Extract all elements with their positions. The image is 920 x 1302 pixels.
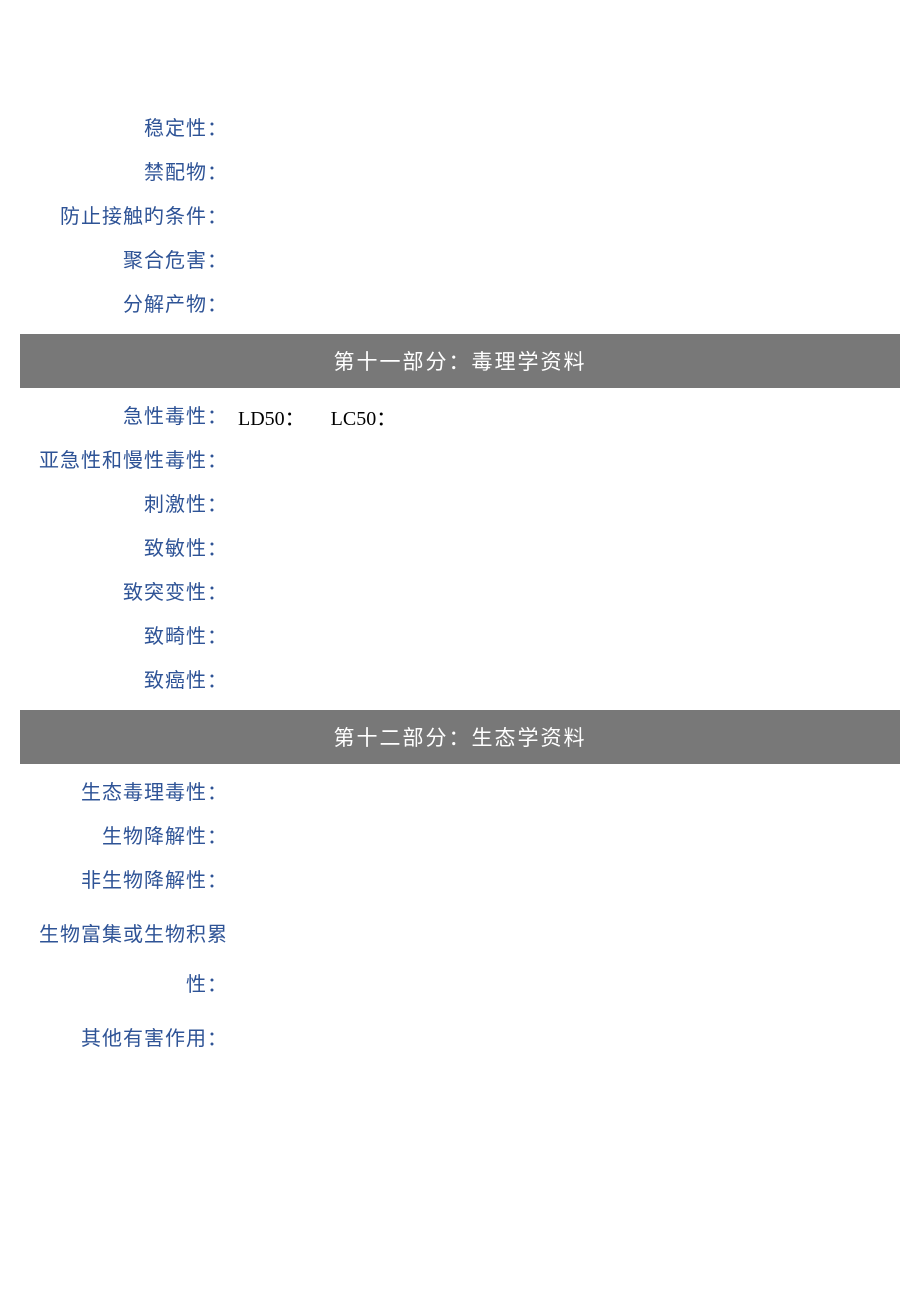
label-cell: 生物富集或生物积累性： <box>0 910 230 1010</box>
label-cell: 致敏性： <box>0 534 230 564</box>
field-label: 防止接触旳条件： <box>60 206 228 228</box>
section-11-header: 第十一部分：毒理学资料 <box>20 334 900 388</box>
label-cell: 其他有害作用： <box>0 1024 230 1054</box>
label-cell: 急性毒性： <box>0 402 230 432</box>
label-cell: 禁配物： <box>0 158 230 188</box>
table-row: 禁配物： <box>0 158 920 188</box>
field-label: 稳定性： <box>144 118 228 140</box>
field-label: 刺激性： <box>144 494 228 516</box>
field-label: 致畸性： <box>144 626 228 648</box>
field-label: 其他有害作用： <box>81 1028 228 1050</box>
field-label: 致突变性： <box>123 582 228 604</box>
label-cell: 生态毒理毒性： <box>0 778 230 808</box>
label-cell: 刺激性： <box>0 490 230 520</box>
field-label: 禁配物： <box>144 162 228 184</box>
field-label: 分解产物： <box>123 294 228 316</box>
field-label: 非生物降解性： <box>81 870 228 892</box>
table-row: 致畸性： <box>0 622 920 652</box>
section-12-body: 生态毒理毒性： 生物降解性： 非生物降解性： 生物富集或生物积累性： 其他有害作… <box>0 778 920 1054</box>
table-row: 亚急性和慢性毒性： <box>0 446 920 476</box>
section-12-header: 第十二部分：生态学资料 <box>20 710 900 764</box>
field-label: 致敏性： <box>144 538 228 560</box>
table-row: 致癌性： <box>0 666 920 696</box>
table-row: 刺激性： <box>0 490 920 520</box>
label-cell: 聚合危害： <box>0 246 230 276</box>
field-label: 生物富集或生物积累性： <box>39 924 228 996</box>
label-cell: 生物降解性： <box>0 822 230 852</box>
ld50-value: LD50： <box>238 402 305 431</box>
table-row: 稳定性： <box>0 114 920 144</box>
table-row: 分解产物： <box>0 290 920 320</box>
field-label: 急性毒性： <box>123 406 228 428</box>
label-cell: 防止接触旳条件： <box>0 202 230 232</box>
table-row: 生物富集或生物积累性： <box>0 910 920 1010</box>
table-row: 急性毒性： LD50： LC50： <box>0 402 920 432</box>
table-row: 非生物降解性： <box>0 866 920 896</box>
table-row: 致突变性： <box>0 578 920 608</box>
table-row: 防止接触旳条件： <box>0 202 920 232</box>
field-label: 亚急性和慢性毒性： <box>39 450 228 472</box>
label-cell: 亚急性和慢性毒性： <box>0 446 230 476</box>
section-10-body: 稳定性： 禁配物： 防止接触旳条件： 聚合危害： 分解产物： <box>0 114 920 320</box>
table-row: 生态毒理毒性： <box>0 778 920 808</box>
table-row: 生物降解性： <box>0 822 920 852</box>
label-cell: 致癌性： <box>0 666 230 696</box>
table-row: 聚合危害： <box>0 246 920 276</box>
label-cell: 稳定性： <box>0 114 230 144</box>
field-label: 致癌性： <box>144 670 228 692</box>
label-cell: 致突变性： <box>0 578 230 608</box>
label-cell: 非生物降解性： <box>0 866 230 896</box>
section-11-body: 急性毒性： LD50： LC50： 亚急性和慢性毒性： 刺激性： 致敏性： <box>0 402 920 696</box>
label-cell: 分解产物： <box>0 290 230 320</box>
field-label: 聚合危害： <box>123 250 228 272</box>
label-cell: 致畸性： <box>0 622 230 652</box>
document-container: 稳定性： 禁配物： 防止接触旳条件： 聚合危害： 分解产物： <box>0 0 920 1054</box>
table-row: 其他有害作用： <box>0 1024 920 1054</box>
lc50-value: LC50： <box>331 402 397 431</box>
table-row: 致敏性： <box>0 534 920 564</box>
field-label: 生物降解性： <box>102 826 228 848</box>
field-label: 生态毒理毒性： <box>81 782 228 804</box>
value-cell: LD50： LC50： <box>230 402 396 431</box>
